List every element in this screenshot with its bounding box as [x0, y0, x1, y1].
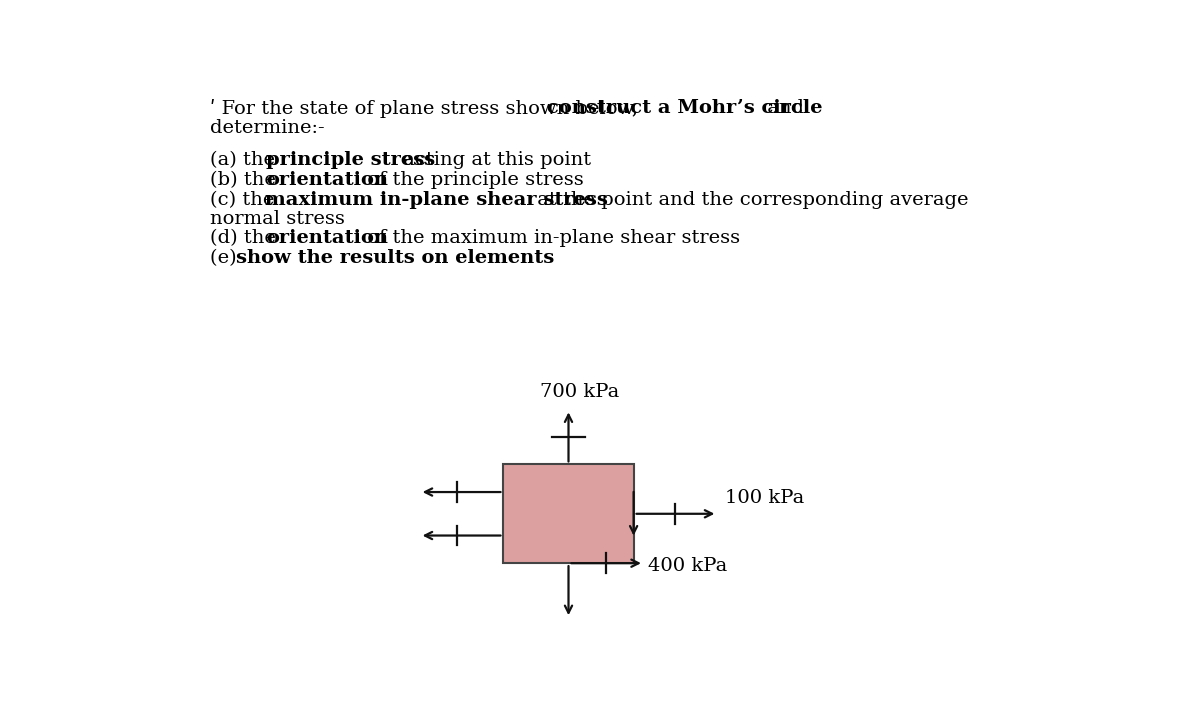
Text: (d) the: (d) the	[210, 230, 282, 247]
Text: acting at this point: acting at this point	[397, 151, 590, 170]
Text: ʹ For the state of plane stress shown below,: ʹ For the state of plane stress shown be…	[210, 99, 644, 118]
Text: (e): (e)	[210, 249, 244, 267]
Text: principle stress: principle stress	[265, 151, 434, 170]
Text: at the point and the corresponding average: at the point and the corresponding avera…	[530, 191, 968, 209]
Text: determine:-: determine:-	[210, 118, 325, 136]
Text: and: and	[761, 99, 804, 117]
Bar	[504, 464, 634, 563]
Text: (b) the: (b) the	[210, 170, 282, 189]
Text: (a) the: (a) the	[210, 151, 282, 170]
Text: construct a Mohr’s circle: construct a Mohr’s circle	[547, 99, 822, 117]
Text: 100 kPa: 100 kPa	[725, 489, 804, 507]
Text: orientation: orientation	[266, 230, 389, 247]
Text: 700 kPa: 700 kPa	[540, 384, 619, 401]
Text: of the maximum in-plane shear stress: of the maximum in-plane shear stress	[361, 230, 740, 247]
Text: show the results on elements: show the results on elements	[236, 249, 554, 267]
Text: orientation: orientation	[266, 170, 389, 189]
Text: maximum in-plane shear stress: maximum in-plane shear stress	[265, 191, 608, 209]
Text: normal stress: normal stress	[210, 210, 346, 228]
Text: 400 kPa: 400 kPa	[648, 557, 727, 575]
Text: of the principle stress: of the principle stress	[361, 170, 583, 189]
Text: (c) the: (c) the	[210, 191, 281, 209]
